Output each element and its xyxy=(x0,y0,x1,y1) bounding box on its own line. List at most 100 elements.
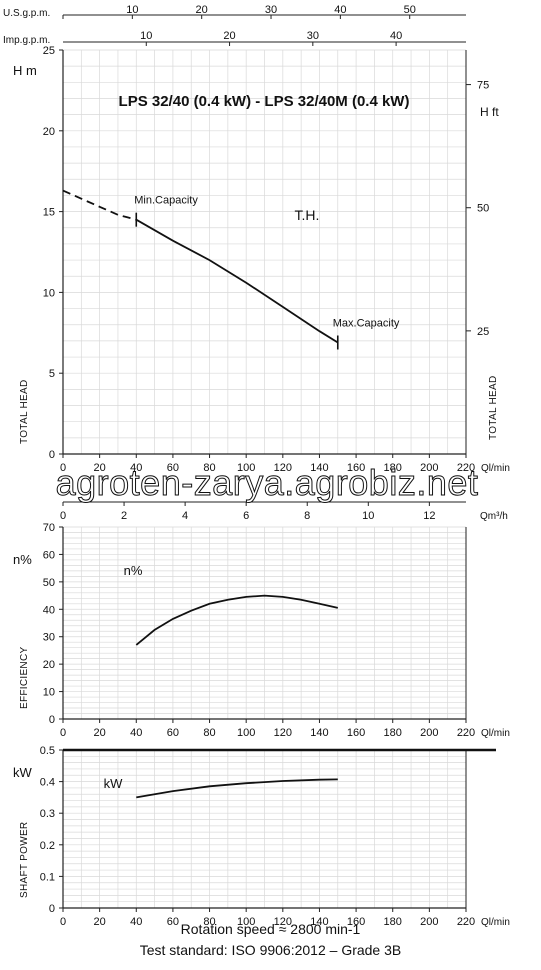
y-tick-label: 70 xyxy=(43,522,55,534)
x-tick-label: 140 xyxy=(310,727,328,739)
x-tick-label: 60 xyxy=(167,916,179,928)
x-tick-label: 140 xyxy=(310,916,328,928)
y-axis-title: EFFICIENCY xyxy=(19,647,30,709)
x-tick-label: 60 xyxy=(167,462,179,474)
y-tick-label: 50 xyxy=(43,577,55,589)
x-unit-label: Ql/min xyxy=(481,728,510,739)
watermark-text: agroten-zarya.agrobiz.net xyxy=(56,462,479,503)
test-standard-text: Test standard: ISO 9906:2012 – Grade 3B xyxy=(139,942,402,958)
curve-label: n% xyxy=(124,563,143,578)
y-unit-right-label: H ft xyxy=(480,105,499,119)
ft-tick-label: 50 xyxy=(477,203,489,215)
y-tick-label: 20 xyxy=(43,659,55,671)
impgpm-tick-label: 40 xyxy=(390,30,402,42)
x-tick-label: 120 xyxy=(274,727,292,739)
y-tick-label: 0 xyxy=(49,903,55,915)
y-unit-label: kW xyxy=(13,765,33,780)
y-tick-label: 60 xyxy=(43,549,55,561)
annotation-min-capacity: Min.Capacity xyxy=(134,195,198,207)
y-axis-title-right: TOTAL HEAD xyxy=(488,376,499,441)
x-tick-label: 200 xyxy=(420,916,438,928)
annotation-max-capacity: Max.Capacity xyxy=(333,317,400,329)
x-tick-label: 20 xyxy=(94,727,106,739)
impgpm-unit-label: Imp.g.p.m. xyxy=(3,35,50,46)
y-tick-label: 15 xyxy=(43,207,55,219)
y-tick-label: 0.5 xyxy=(40,745,55,757)
ft-tick-label: 75 xyxy=(477,80,489,92)
usgpm-tick-label: 30 xyxy=(265,4,277,16)
curve-label: kW xyxy=(104,776,124,791)
impgpm-tick-label: 30 xyxy=(307,30,319,42)
curve-label: T.H. xyxy=(295,207,320,223)
x-tick-label: 160 xyxy=(347,462,365,474)
y-unit-label: H m xyxy=(13,63,37,78)
x-tick-label: 80 xyxy=(203,727,215,739)
x-tick-label: 100 xyxy=(237,727,255,739)
m3h-tick-label: 0 xyxy=(60,510,66,522)
m3h-tick-label: 12 xyxy=(423,510,435,522)
y-tick-label: 10 xyxy=(43,287,55,299)
x-tick-label: 20 xyxy=(94,916,106,928)
x-tick-label: 40 xyxy=(130,916,142,928)
m3h-tick-label: 8 xyxy=(304,510,310,522)
y-tick-label: 0.1 xyxy=(40,871,55,883)
y-tick-label: 0.2 xyxy=(40,840,55,852)
y-tick-label: 5 xyxy=(49,368,55,380)
m3h-unit-label: Qm³/h xyxy=(480,511,508,522)
x-tick-label: 120 xyxy=(274,462,292,474)
series-line xyxy=(135,594,338,646)
series-line xyxy=(135,218,339,344)
x-tick-label: 220 xyxy=(457,727,475,739)
usgpm-tick-label: 40 xyxy=(334,4,346,16)
y-axis-title: SHAFT POWER xyxy=(19,822,30,898)
usgpm-unit-label: U.S.g.p.m. xyxy=(3,8,50,19)
usgpm-tick-label: 10 xyxy=(126,4,138,16)
x-tick-label: 40 xyxy=(130,462,142,474)
x-tick-label: 120 xyxy=(274,916,292,928)
y-tick-label: 0.3 xyxy=(40,808,55,820)
x-tick-label: 100 xyxy=(237,462,255,474)
x-unit-label: Ql/min xyxy=(481,917,510,928)
x-tick-label: 220 xyxy=(457,916,475,928)
x-tick-label: 80 xyxy=(203,916,215,928)
x-unit-label: Ql/min xyxy=(481,463,510,474)
x-tick-label: 220 xyxy=(457,462,475,474)
x-tick-label: 100 xyxy=(237,916,255,928)
m3h-tick-label: 2 xyxy=(121,510,127,522)
x-tick-label: 180 xyxy=(384,727,402,739)
x-tick-label: 20 xyxy=(94,462,106,474)
y-axis-title: TOTAL HEAD xyxy=(19,380,30,445)
x-tick-label: 200 xyxy=(420,727,438,739)
chart-title: LPS 32/40 (0.4 kW) - LPS 32/40M (0.4 kW) xyxy=(119,93,410,110)
y-tick-label: 20 xyxy=(43,126,55,138)
x-tick-label: 200 xyxy=(420,462,438,474)
y-tick-label: 10 xyxy=(43,687,55,699)
y-tick-label: 0.4 xyxy=(40,777,55,789)
x-tick-label: 60 xyxy=(167,727,179,739)
x-tick-label: 180 xyxy=(384,462,402,474)
x-tick-label: 0 xyxy=(60,916,66,928)
ft-tick-label: 25 xyxy=(477,326,489,338)
series-line xyxy=(62,189,137,221)
x-tick-label: 180 xyxy=(384,916,402,928)
impgpm-tick-label: 20 xyxy=(223,30,235,42)
impgpm-tick-label: 10 xyxy=(140,30,152,42)
usgpm-tick-label: 20 xyxy=(196,4,208,16)
y-tick-label: 0 xyxy=(49,714,55,726)
y-tick-label: 25 xyxy=(43,45,55,57)
x-tick-label: 140 xyxy=(310,462,328,474)
m3h-tick-label: 10 xyxy=(362,510,374,522)
m3h-tick-label: 4 xyxy=(182,510,188,522)
x-tick-label: 160 xyxy=(347,727,365,739)
y-tick-label: 30 xyxy=(43,632,55,644)
y-tick-label: 40 xyxy=(43,604,55,616)
x-tick-label: 0 xyxy=(60,462,66,474)
y-unit-label: n% xyxy=(13,552,32,567)
x-tick-label: 0 xyxy=(60,727,66,739)
m3h-tick-label: 6 xyxy=(243,510,249,522)
rotation-speed-text: Rotation speed ≈ 2800 min-1 xyxy=(180,921,361,937)
x-tick-label: 40 xyxy=(130,727,142,739)
series-line xyxy=(136,778,338,799)
x-tick-label: 160 xyxy=(347,916,365,928)
